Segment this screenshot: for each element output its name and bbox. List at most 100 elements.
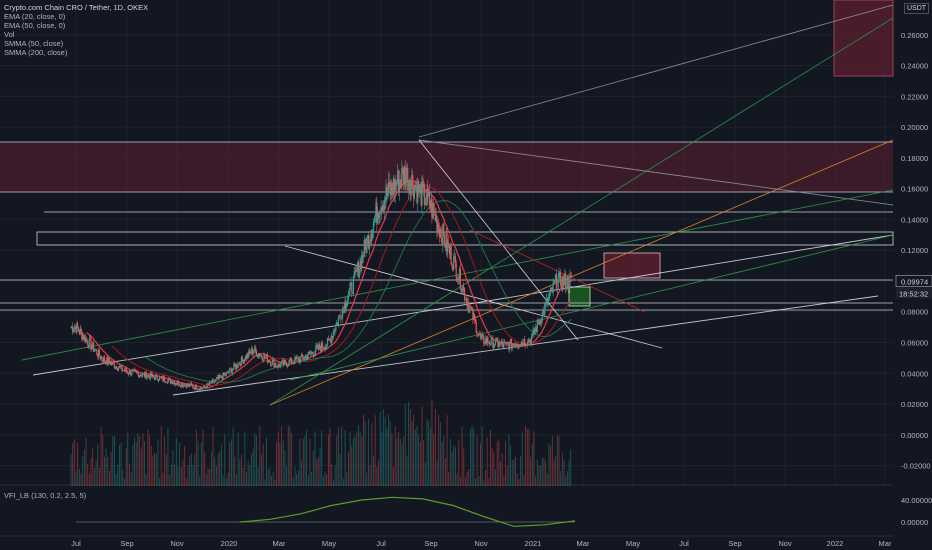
candle-body [348,289,350,296]
candle-body [506,342,508,344]
volume-bar [416,426,418,486]
candle-body [278,363,280,366]
volume-bar [418,435,420,486]
candle-body [471,308,473,310]
chart-title: Crypto.com Chain CRO / Tether, 1D, OKEX [4,3,149,12]
countdown-tag: 18:52:32 [899,289,928,298]
candle-body [260,354,262,356]
candle-body [153,375,155,378]
volume-bar [536,459,538,486]
candle-body [372,230,374,239]
candle-body [156,374,158,380]
candle-body [414,185,416,188]
candle-body [97,354,99,357]
candle-body [231,370,233,374]
candle-body [109,362,111,366]
volume-bar [154,453,156,486]
volume-bar [115,474,117,486]
candle-body [515,344,517,346]
candle-body [318,344,320,350]
candle-body [119,366,121,368]
volume-bar [486,437,488,486]
legend-smma50[interactable]: SMMA (50, close) [4,39,64,48]
x-tick-label: Sep [424,539,437,548]
candle-body [100,357,102,360]
candle-body [154,375,156,380]
candle-body [272,359,274,361]
candle-body [87,340,89,345]
volume-bar [192,464,194,486]
candle-body [510,339,512,349]
candle-body [354,271,356,273]
candle-body [465,298,467,300]
candle-body [400,181,402,187]
candle-body [224,374,227,376]
volume-bars [70,400,572,486]
volume-bar [224,434,226,486]
candle-body [431,198,433,218]
candle-body [97,349,100,357]
candle-body [547,297,549,305]
volume-bar [256,435,257,486]
unit-badge[interactable]: USDT [904,3,930,14]
candle-body [345,301,347,308]
volume-bar [105,448,107,486]
candle-body [511,344,513,349]
volume-bar [279,443,281,486]
candle-body [442,223,444,246]
volume-bar [496,441,498,486]
volume-bar [448,471,450,486]
candle-body [447,242,449,252]
legend-vol[interactable]: Vol [4,30,15,39]
volume-bar [291,433,293,486]
volume-bar [533,431,535,486]
candle-body [277,363,279,368]
candle-body [136,371,138,373]
volume-bar [229,442,231,486]
candle-body [487,337,489,344]
candle-body [346,300,349,306]
candle-body [422,180,424,187]
candle-body [476,333,478,335]
candle-body [385,186,387,203]
volume-bar [463,448,465,486]
candle-body [280,363,282,368]
candle-body [349,282,351,290]
volume-bar [515,456,517,486]
candle-body [315,346,317,353]
candle-body [384,200,386,203]
volume-bar [119,444,120,486]
volume-bar [404,403,406,486]
candle-body [359,260,361,270]
candle-body [267,360,269,363]
candle-body [336,322,338,326]
volume-bar [354,435,356,486]
volume-bar [451,451,453,486]
volume-bar [287,425,289,486]
candle-body [106,357,108,365]
candle-body [133,369,136,371]
candle-body [305,355,307,357]
candle-body [568,288,570,289]
candle-body [429,205,431,209]
candle-body [299,358,301,363]
candle-body [225,372,227,376]
volume-bar [251,453,252,486]
trend-line [469,229,646,313]
vfi-label[interactable]: VFI_LB (130, 0.2, 2.5, 5) [4,491,87,500]
candle-body [351,292,354,294]
volume-bar [215,466,217,486]
volume-bar [259,425,261,486]
volume-bar [424,462,426,486]
volume-bar [127,432,129,486]
legend-smma200[interactable]: SMMA (200, close) [4,48,68,57]
legend-ema20[interactable]: EMA (20, close, 0) [4,12,66,21]
volume-bar [388,414,389,486]
candle-body [437,224,439,232]
legend-ema50[interactable]: EMA (50, close, 0) [4,21,66,30]
candle-body [427,188,429,197]
candle-body [276,365,278,368]
candle-body [569,275,571,289]
candle-body [182,384,184,387]
